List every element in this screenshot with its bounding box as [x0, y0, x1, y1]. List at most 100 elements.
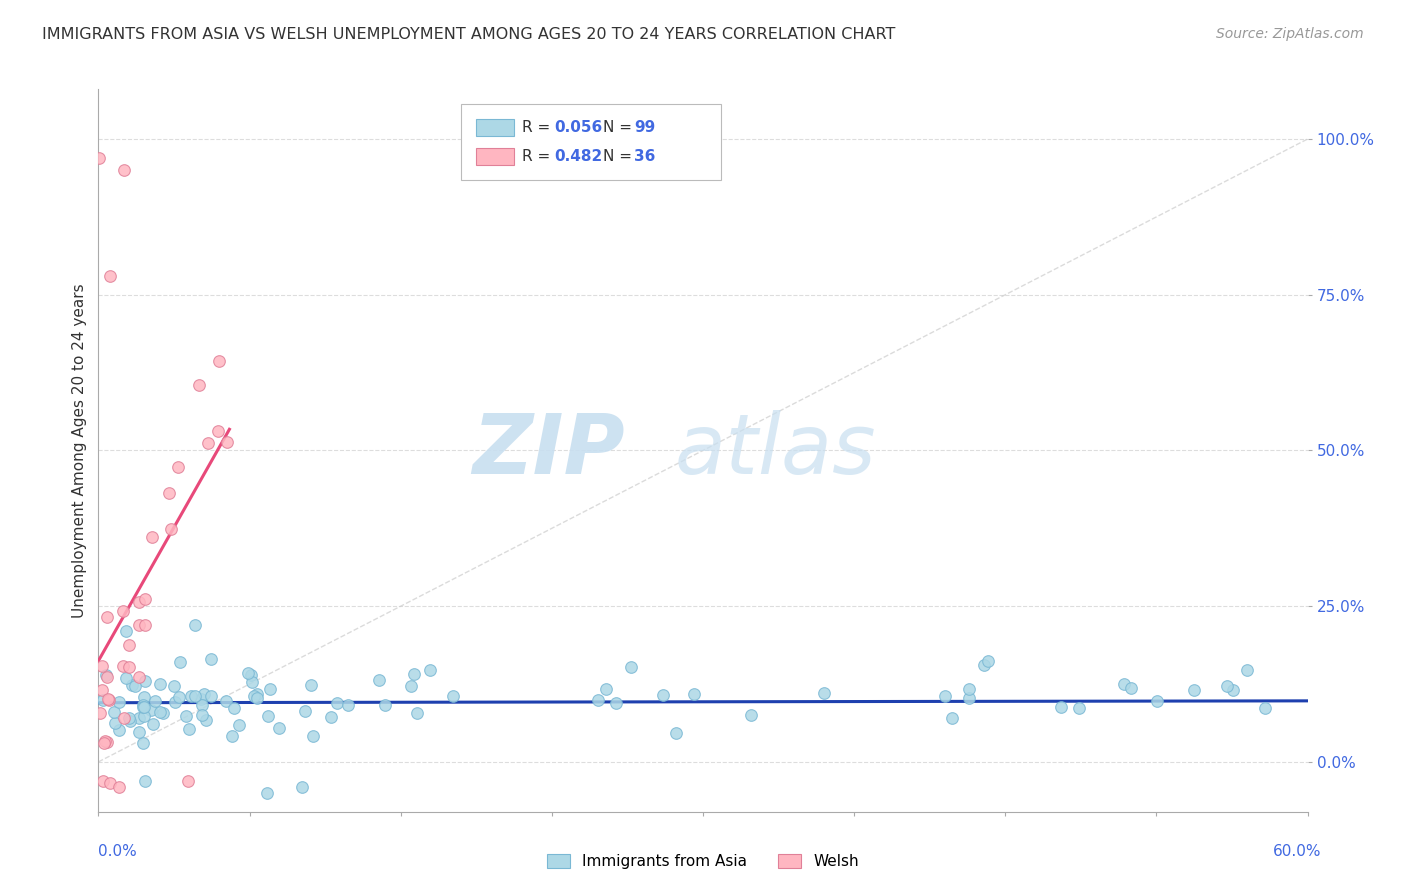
Point [98, 268, 121, 283]
Point [96, 670, 118, 684]
FancyBboxPatch shape [475, 148, 515, 165]
Point [1182, 682, 1205, 697]
Text: atlas: atlas [675, 410, 876, 491]
Point [89, 706, 111, 721]
Point [114, 624, 136, 639]
Point [142, 716, 165, 731]
Point [1119, 681, 1142, 696]
Point [132, 736, 155, 750]
Point [934, 690, 956, 704]
Point [299, 678, 322, 692]
Point [90, 658, 112, 673]
Point [207, 424, 229, 438]
Point [112, 163, 135, 178]
Point [588, 693, 610, 707]
Point [941, 711, 963, 725]
Point [605, 696, 627, 710]
Point [108, 723, 131, 737]
Point [257, 709, 280, 723]
Point [118, 638, 141, 652]
Point [1049, 699, 1071, 714]
Point [128, 711, 150, 725]
Point [180, 690, 202, 704]
Point [93, 693, 115, 707]
Point [294, 704, 316, 718]
Point [169, 655, 191, 669]
Point [1067, 701, 1090, 715]
Point [326, 696, 349, 710]
Text: IMMIGRANTS FROM ASIA VS WELSH UNEMPLOYMENT AMONG AGES 20 TO 24 YEARS CORRELATION: IMMIGRANTS FROM ASIA VS WELSH UNEMPLOYME… [42, 27, 896, 42]
Point [141, 530, 163, 544]
Point [96, 735, 118, 749]
Point [167, 690, 190, 705]
Point [267, 721, 290, 735]
Point [132, 690, 155, 704]
Point [183, 618, 205, 632]
Text: 60.0%: 60.0% [1274, 845, 1322, 859]
Point [89, 151, 111, 165]
Point [128, 595, 150, 609]
Point [141, 703, 163, 717]
Point [90, 683, 112, 698]
Point [664, 726, 686, 740]
Point [1146, 693, 1168, 707]
Text: N =: N = [603, 149, 637, 164]
Point [336, 698, 359, 712]
Point [399, 679, 422, 693]
FancyBboxPatch shape [475, 119, 515, 136]
Point [134, 591, 156, 606]
Point [1216, 679, 1239, 693]
FancyBboxPatch shape [461, 103, 721, 179]
Text: Source: ZipAtlas.com: Source: ZipAtlas.com [1216, 27, 1364, 41]
Text: 36: 36 [634, 149, 655, 164]
Point [98, 693, 121, 707]
Point [208, 354, 231, 368]
Text: 0.0%: 0.0% [98, 845, 138, 859]
Point [149, 677, 172, 691]
Point [163, 679, 186, 693]
Text: N =: N = [603, 120, 637, 135]
Point [128, 618, 150, 632]
Point [214, 693, 236, 707]
Point [183, 689, 205, 703]
Point [291, 780, 314, 794]
Point [112, 604, 135, 618]
Point [118, 714, 141, 728]
Point [124, 679, 146, 693]
Point [977, 654, 1000, 668]
Point [128, 724, 150, 739]
Point [228, 718, 250, 732]
Point [217, 435, 239, 450]
Point [112, 711, 135, 725]
Point [200, 689, 222, 703]
Point [1114, 676, 1136, 690]
Point [243, 689, 266, 703]
Point [134, 708, 156, 723]
Point [1254, 701, 1277, 715]
Point [117, 711, 139, 725]
Point [174, 709, 197, 723]
Point [441, 689, 464, 703]
Point [683, 687, 706, 701]
Point [197, 435, 219, 450]
Point [193, 687, 215, 701]
Point [191, 698, 214, 712]
Point [134, 674, 156, 689]
Text: R =: R = [522, 149, 555, 164]
Point [97, 692, 120, 706]
Point [240, 667, 263, 681]
Point [1236, 663, 1258, 677]
Point [957, 691, 980, 706]
Point [367, 673, 389, 688]
Point [134, 617, 156, 632]
Point [813, 686, 835, 700]
Legend: Immigrants from Asia, Welsh: Immigrants from Asia, Welsh [541, 848, 865, 875]
Point [157, 486, 180, 500]
Point [167, 460, 190, 475]
Text: 0.482: 0.482 [554, 149, 603, 164]
Point [240, 674, 263, 689]
Point [177, 773, 200, 788]
Point [620, 659, 643, 673]
Point [132, 700, 155, 714]
Point [134, 699, 156, 714]
